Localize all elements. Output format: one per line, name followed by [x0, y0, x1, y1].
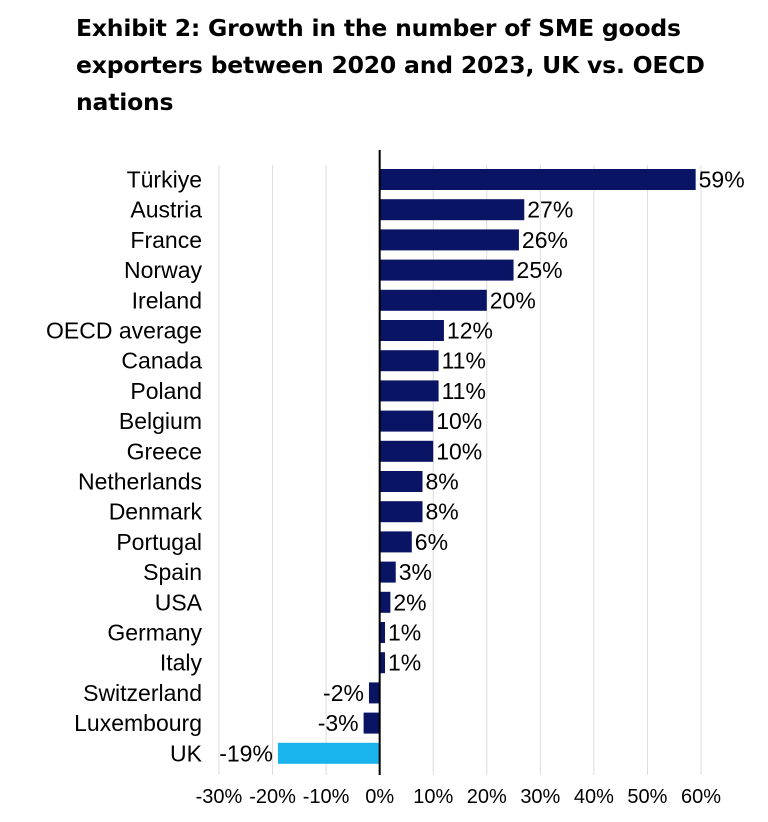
category-label: Luxembourg [74, 710, 202, 736]
bar [379, 169, 696, 190]
category-label: France [130, 227, 202, 253]
bar [379, 259, 514, 281]
data-label: 6% [415, 529, 448, 555]
category-label: Greece [127, 438, 202, 464]
category-label: Ireland [132, 287, 202, 313]
x-tick-label: -20% [249, 786, 296, 808]
data-label: 11% [442, 378, 486, 404]
category-label: Denmark [109, 499, 203, 525]
data-label: 10% [436, 438, 482, 464]
bar [379, 410, 434, 432]
bar [379, 320, 444, 341]
bar [379, 471, 423, 492]
category-label: Belgium [119, 408, 202, 434]
bar [379, 501, 423, 523]
category-label: Netherlands [78, 469, 202, 495]
category-label: Norway [124, 257, 202, 283]
category-label: Canada [121, 348, 202, 374]
category-label: Italy [160, 650, 203, 676]
bar [277, 742, 380, 764]
bar [379, 622, 386, 643]
bar [379, 652, 386, 674]
data-label: 3% [399, 559, 432, 585]
data-label: 8% [426, 499, 459, 525]
data-label: 20% [490, 287, 536, 313]
bar [379, 380, 439, 402]
x-tick-label: 0% [365, 786, 394, 808]
bar [379, 561, 396, 583]
bar [379, 289, 487, 311]
bars [277, 169, 696, 764]
x-tick-label: 50% [627, 786, 667, 808]
category-label: Türkiye [127, 167, 202, 193]
x-tick-label: 20% [467, 786, 507, 808]
data-label: -3% [318, 710, 359, 736]
category-label: UK [170, 740, 203, 766]
category-label: Portugal [116, 529, 202, 555]
data-label: 2% [393, 589, 426, 615]
data-label: 1% [388, 650, 421, 676]
x-tick-label: 30% [520, 786, 560, 808]
category-label: Germany [107, 620, 202, 646]
data-label: 27% [527, 197, 573, 223]
x-tick-label: -30% [196, 786, 243, 808]
data-label: 11% [442, 348, 486, 374]
category-label: Poland [130, 378, 202, 404]
data-label: 10% [436, 408, 482, 434]
bar [379, 229, 519, 251]
x-tick-label: -10% [303, 786, 350, 808]
chart-title: Exhibit 2: Growth in the number of SME g… [76, 14, 705, 116]
category-label: OECD average [46, 318, 202, 344]
data-label: 8% [426, 469, 459, 495]
bar [363, 712, 380, 734]
bar [379, 531, 412, 553]
bar [379, 350, 439, 372]
x-tick-label: 10% [413, 786, 453, 808]
bar [379, 199, 525, 221]
gridlines [218, 165, 702, 775]
data-label: 59% [699, 167, 745, 193]
category-label: Spain [143, 559, 202, 585]
data-label: 26% [522, 227, 568, 253]
data-label: 25% [517, 257, 563, 283]
bar [368, 682, 380, 704]
labels: -30% -20% -10% 0% 10% 20% 30% 40% 50% 60% Türkiye 5… [46, 167, 745, 809]
x-tick-label: 40% [574, 786, 614, 808]
data-label: 12% [447, 318, 493, 344]
x-tick-label: 60% [681, 786, 721, 808]
bar [379, 591, 391, 613]
data-label: -19% [219, 740, 273, 766]
category-label: USA [155, 589, 203, 615]
data-label: -2% [323, 680, 364, 706]
data-label: 1% [388, 620, 421, 646]
category-label: Switzerland [83, 680, 202, 706]
category-label: Austria [130, 197, 202, 223]
bar [379, 440, 434, 462]
